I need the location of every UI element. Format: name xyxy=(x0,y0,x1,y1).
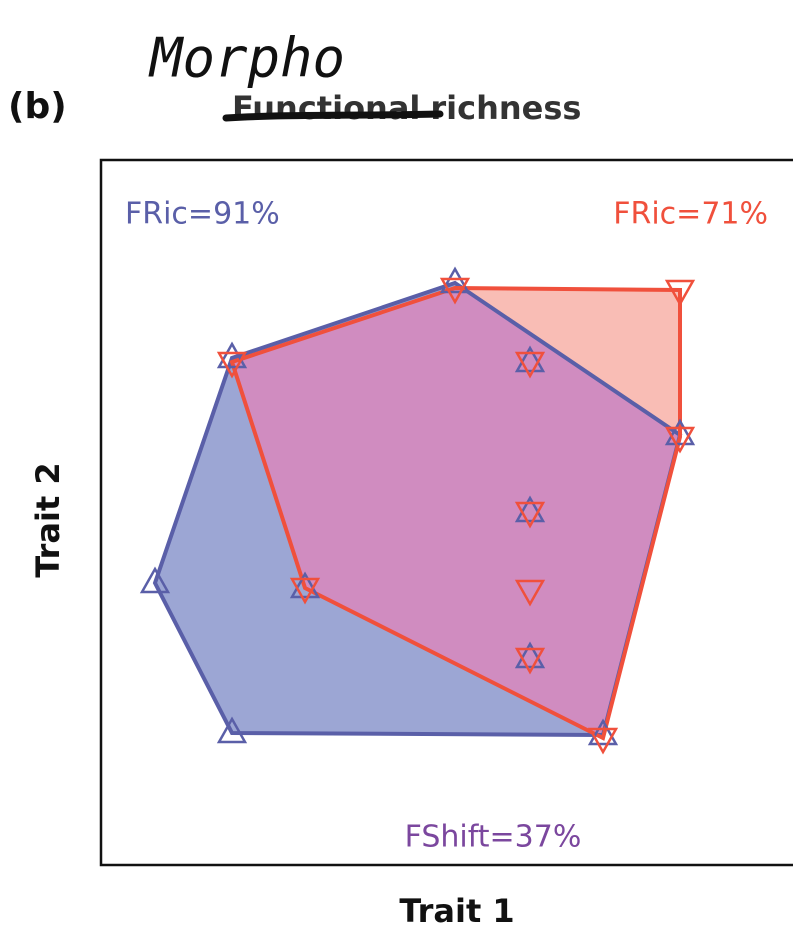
y-axis-label: Trait 2 xyxy=(29,462,67,577)
fric-after: FRic=71% xyxy=(613,197,768,232)
handwritten-annotation: Morpho xyxy=(148,27,345,90)
overlap-fill xyxy=(232,288,680,735)
title-rest: richness xyxy=(430,89,581,127)
panel-label: (b) xyxy=(8,86,67,127)
title: Functional richness xyxy=(232,89,581,127)
after-hull xyxy=(229,285,682,741)
plot-frame xyxy=(99,158,793,867)
fshift: FShift=37% xyxy=(405,820,582,855)
fric-before: FRic=91% xyxy=(125,197,280,232)
struck-word: Functional xyxy=(232,89,420,127)
strike-line xyxy=(222,110,444,122)
x-axis-label: Trait 1 xyxy=(399,892,514,930)
